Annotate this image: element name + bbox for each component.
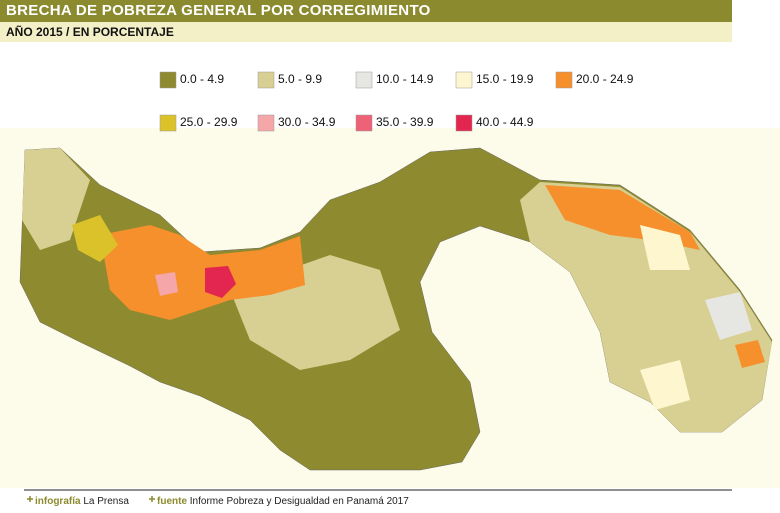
legend-swatch — [555, 71, 573, 89]
region-orange-darien — [735, 340, 765, 368]
source-text: Informe Pobreza y Desigualdad en Panamá … — [189, 496, 409, 507]
ornament — [149, 496, 155, 502]
legend-label: 0.0 - 4.9 — [180, 72, 224, 86]
legend-label: 30.0 - 34.9 — [278, 115, 336, 129]
subtitle: AÑO 2015 / EN PORCENTAJE — [0, 22, 732, 42]
region-pale-2 — [640, 360, 690, 410]
credit-text: La Prensa — [83, 496, 129, 507]
legend-swatch — [159, 114, 177, 132]
title: BRECHA DE POBREZA GENERAL POR CORREGIMIE… — [0, 0, 732, 22]
source: fuente Informe Pobreza y Desigualdad en … — [157, 496, 409, 507]
legend-swatch — [159, 71, 177, 89]
region-pink — [155, 272, 178, 296]
legend-label: 25.0 - 29.9 — [180, 115, 238, 129]
legend-label: 20.0 - 24.9 — [576, 72, 634, 86]
region-orange-west — [100, 225, 305, 320]
region-east — [520, 182, 772, 432]
legend-swatch — [455, 114, 473, 132]
legend-swatch — [257, 114, 275, 132]
legend-swatch — [257, 71, 275, 89]
legend-swatch — [355, 71, 373, 89]
source-label: fuente — [157, 496, 187, 507]
region-red — [205, 266, 236, 298]
ornament — [27, 496, 33, 502]
legend-swatch — [455, 71, 473, 89]
region-pale — [640, 225, 690, 270]
legend-label: 10.0 - 14.9 — [376, 72, 434, 86]
legend-label: 5.0 - 9.9 — [278, 72, 322, 86]
legend-label: 35.0 - 39.9 — [376, 115, 434, 129]
credit: infografía La Prensa — [35, 496, 129, 507]
legend-label: 40.0 - 44.9 — [476, 115, 534, 129]
legend-label: 15.0 - 19.9 — [476, 72, 534, 86]
region-beige-west — [22, 148, 90, 250]
region-grey — [705, 292, 752, 340]
credit-label: infografía — [35, 496, 81, 507]
legend-swatch — [355, 114, 373, 132]
region-yellow — [72, 215, 118, 262]
